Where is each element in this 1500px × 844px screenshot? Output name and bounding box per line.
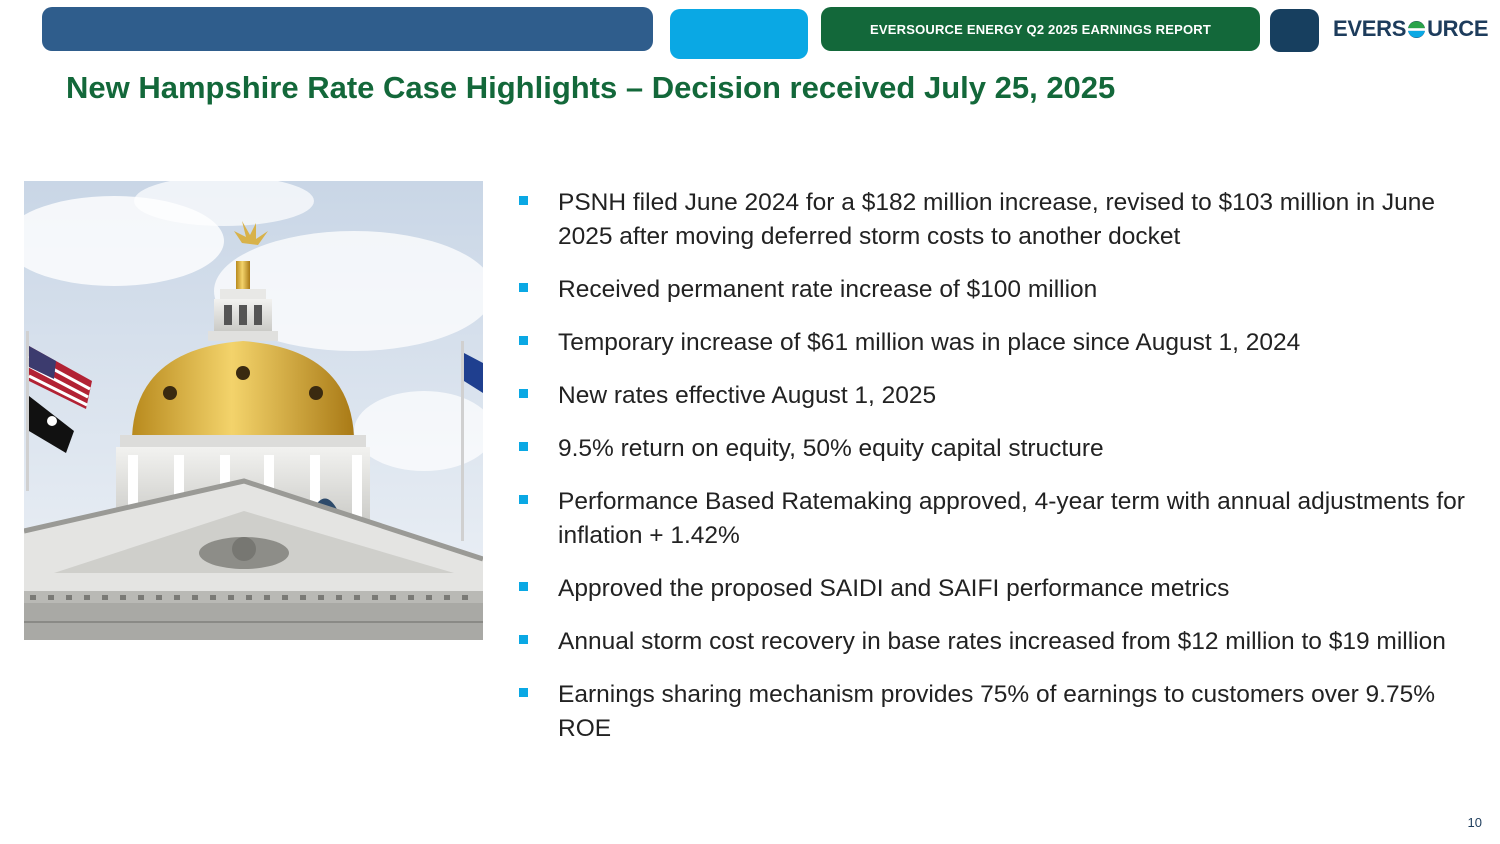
list-item-text: New rates effective August 1, 2025	[558, 382, 937, 409]
header-navy-block	[1270, 9, 1319, 52]
logo-text-left: EVERS	[1333, 16, 1407, 41]
list-item: Performance Based Ratemaking approved, 4…	[518, 485, 1478, 553]
report-label: EVERSOURCE ENERGY Q2 2025 EARNINGS REPOR…	[870, 21, 1211, 37]
list-item-text: Temporary increase of $61 million was in…	[558, 329, 1301, 356]
eversource-logo: EVERS URCE	[1333, 14, 1489, 44]
highlights-list: PSNH filed June 2024 for a $182 million …	[518, 186, 1478, 765]
list-item-text: Annual storm cost recovery in base rates…	[558, 628, 1446, 655]
list-item-text: Earnings sharing mechanism provides 75% …	[558, 681, 1435, 742]
header-blue-bar	[42, 7, 653, 51]
list-item: Temporary increase of $61 million was in…	[518, 326, 1478, 360]
list-item-text: 9.5% return on equity, 50% equity capita…	[558, 435, 1104, 462]
list-item-text: Received permanent rate increase of $100…	[558, 276, 1098, 303]
list-item: 9.5% return on equity, 50% equity capita…	[518, 432, 1478, 466]
bullet-square-icon	[519, 495, 528, 504]
slide-title: New Hampshire Rate Case Highlights – Dec…	[66, 70, 1116, 105]
list-item-text: Performance Based Ratemaking approved, 4…	[558, 488, 1465, 549]
list-item-text: PSNH filed June 2024 for a $182 million …	[558, 189, 1436, 250]
list-item-text: Approved the proposed SAIDI and SAIFI pe…	[558, 575, 1230, 602]
list-item: New rates effective August 1, 2025	[518, 379, 1478, 413]
list-item: Approved the proposed SAIDI and SAIFI pe…	[518, 572, 1478, 606]
bullet-square-icon	[519, 635, 528, 644]
state-house-dome-photo	[24, 181, 483, 640]
logo-o-icon	[1407, 20, 1427, 38]
bullet-square-icon	[519, 688, 528, 697]
header-cyan-bar	[670, 9, 808, 59]
bullet-square-icon	[519, 283, 528, 292]
bullet-square-icon	[519, 389, 528, 398]
list-item: PSNH filed June 2024 for a $182 million …	[518, 186, 1478, 254]
list-item: Earnings sharing mechanism provides 75% …	[518, 678, 1478, 746]
logo-text-right: URCE	[1427, 16, 1489, 41]
report-label-banner: EVERSOURCE ENERGY Q2 2025 EARNINGS REPOR…	[821, 7, 1260, 51]
page-number: 10	[1467, 815, 1482, 830]
bullet-square-icon	[519, 442, 528, 451]
bullet-square-icon	[519, 196, 528, 205]
bullet-square-icon	[519, 582, 528, 591]
list-item: Received permanent rate increase of $100…	[518, 273, 1478, 307]
list-item: Annual storm cost recovery in base rates…	[518, 625, 1478, 659]
bullet-square-icon	[519, 336, 528, 345]
